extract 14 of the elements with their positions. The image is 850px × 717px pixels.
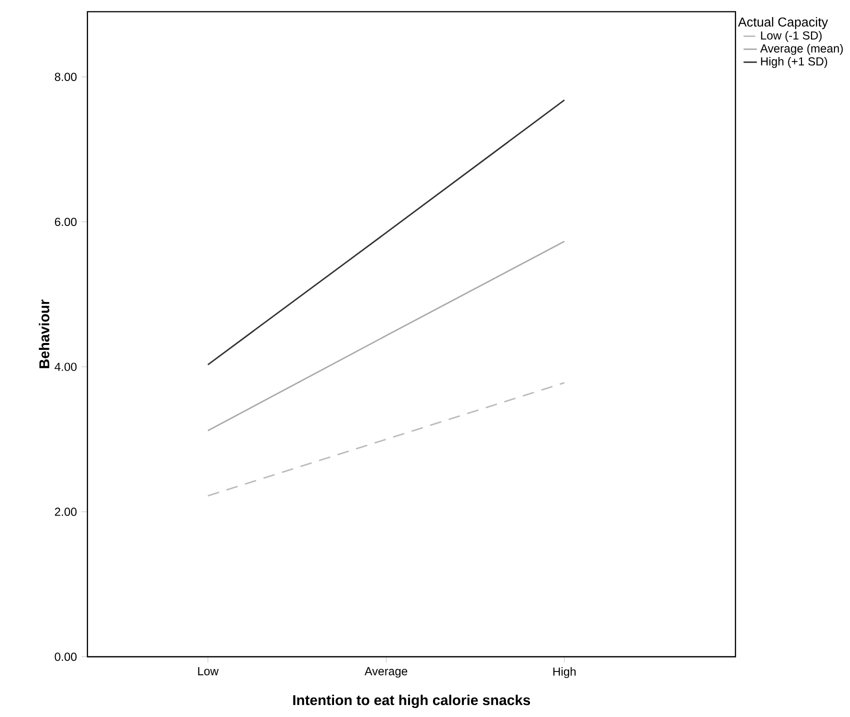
legend-label: High (+1 SD)	[761, 56, 828, 68]
y-tick-label: 8.00	[54, 72, 77, 82]
x-tick-label: Low	[198, 667, 219, 676]
y-tick-label: 0.00	[54, 652, 77, 661]
y-tick-label: 2.00	[54, 508, 77, 516]
x-axis-title: Intention to eat high calorie snacks	[293, 694, 530, 708]
x-tick-label: Average	[364, 667, 408, 678]
legend-label: Low (-1 SD)	[761, 31, 822, 42]
x-tick-label: High	[553, 667, 576, 678]
legend-label: Average (mean)	[760, 44, 843, 55]
y-axis-title: Behaviour	[38, 300, 50, 368]
legend-title: Actual Capacity	[738, 17, 828, 30]
y-tick-label: 6.00	[54, 218, 77, 226]
y-tick-label: 4.00	[54, 362, 77, 371]
